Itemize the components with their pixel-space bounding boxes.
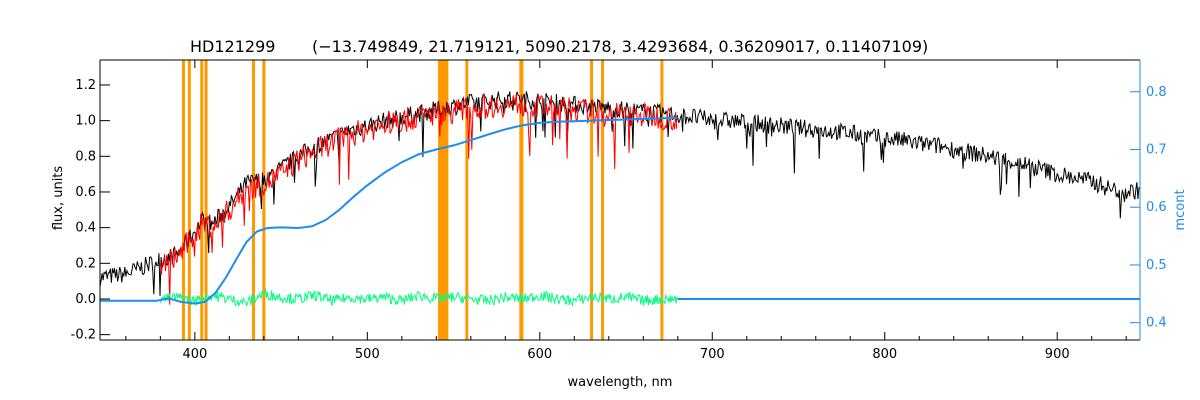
y2-axis-label: mcont [1173,189,1188,230]
y-tick-label: 0.0 [75,292,96,307]
chart-title: HD121299 [190,37,275,56]
y2-tick-label: 0.7 [1146,142,1167,157]
y-tick-label: 0.8 [75,149,96,164]
y-tick-label: 0.4 [75,221,96,236]
series-model [159,93,678,305]
y2-tick-label: 0.6 [1146,200,1167,215]
x-tick-label: 700 [700,347,725,362]
y-tick-label: -0.2 [71,328,96,343]
x-tick-label: 800 [872,347,897,362]
y2-tick-label: 0.8 [1146,85,1167,100]
data-series [99,91,1140,307]
chart-subtitle: (−13.749849, 21.719121, 5090.2178, 3.429… [312,37,928,56]
y-axis-label: flux, units [51,166,66,231]
y2-tick-label: 0.5 [1146,258,1167,273]
y-tick-label: 0.6 [75,185,96,200]
x-tick-label: 600 [527,347,552,362]
mask-band [438,60,449,340]
series-residual [159,287,679,307]
y2-tick-label: 0.4 [1146,316,1167,331]
y-tick-label: 0.2 [75,256,96,271]
x-tick-label: 400 [182,347,207,362]
x-tick-label: 500 [355,347,380,362]
axes: 400 500 600 700 800 900 -0.2 0.0 0.2 0.4 0.6 0.8 1.0… [71,59,1167,362]
series-observed [99,91,1140,296]
series-continuum [100,116,678,305]
x-tick-label: 900 [1045,347,1070,362]
y-tick-label: 1.0 [75,114,96,129]
y-tick-label: 1.2 [75,78,96,93]
x-axis-label: wavelength, nm [568,375,673,390]
